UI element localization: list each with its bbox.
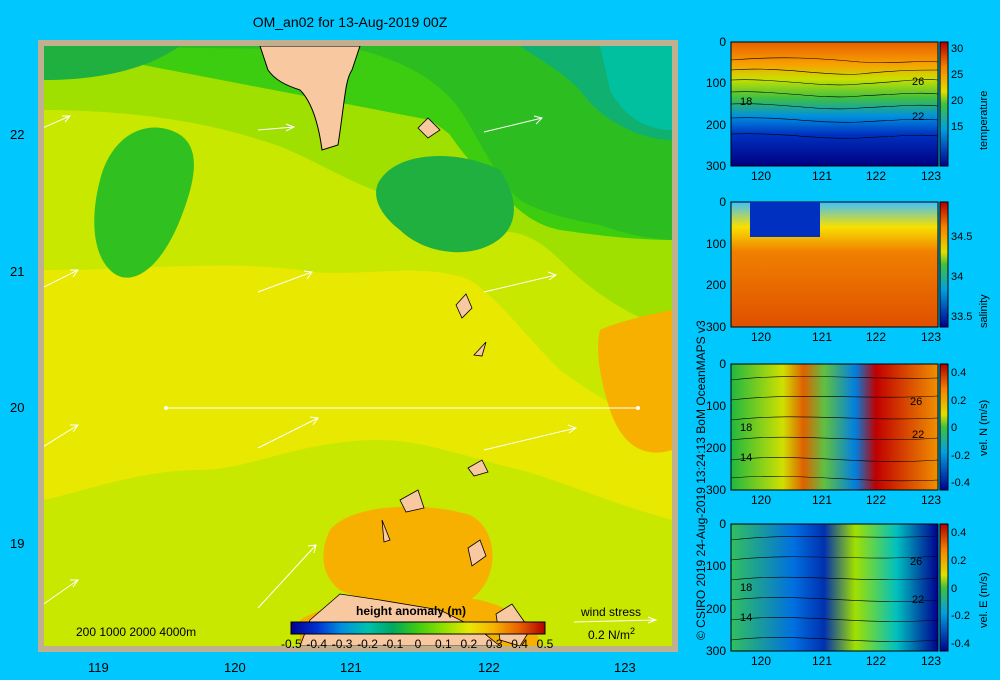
contour-label: 26 [910,396,923,408]
section-cbar-tick: 0 [951,582,958,595]
section-ytick: 200 [705,278,726,293]
section-cbar-tick: -0.4 [951,638,970,650]
contour-label: 14 [740,452,753,464]
section-xtick: 120 [751,654,772,668]
section-cbar-tick: 0.4 [951,527,967,539]
section-ytick: 200 [705,117,726,132]
wind-arrows [44,115,658,624]
section-xtick: 122 [866,169,887,183]
section-ytick: 100 [705,399,726,413]
section-cbar-tick: 15 [951,121,964,133]
section-cbar-tick: 0.2 [951,394,967,407]
colorbar-tick: 0.4 [511,637,528,651]
section-ytick: 0 [719,195,726,209]
section-cbar-tick: 0.2 [951,554,967,567]
map-ytick: 19 [10,536,25,551]
section-ytick: 0 [719,357,726,371]
section-xtick: 120 [751,169,772,183]
section-cbar-tick: 30 [951,43,964,55]
contour-label: 18 [740,582,753,594]
contour-label: 18 [740,96,753,108]
contour-label: 22 [912,594,925,606]
section-ytick: 100 [705,559,726,574]
contour-label: 22 [912,429,925,441]
section-ytick: 0 [719,517,726,531]
section-xtick: 122 [866,493,887,507]
section-cbar-tick: 20 [951,95,964,107]
vel-n-section [730,363,939,491]
section-cbar-tick: -0.2 [951,449,970,462]
colorbar-tick: -0.5 [281,637,302,651]
map-xtick: 119 [88,660,109,675]
colorbar-tick: -0.2 [357,637,378,651]
section-xtick: 123 [921,169,942,183]
section-xtick: 122 [866,330,887,344]
section-ytick: 300 [705,483,726,497]
section-ytick: 200 [705,441,726,455]
section-cbar-tick: 0.4 [951,367,967,379]
section-title: vel. E (m/s) [978,572,990,628]
section-xtick: 123 [921,330,942,344]
map-xtick: 121 [340,660,362,675]
colorbar-tick: -0.1 [382,637,404,651]
section-ytick: 300 [705,644,726,658]
section-cbar-tick: -0.2 [951,610,970,623]
section-title: vel. N (m/s) [978,399,990,456]
height-colorbar [290,621,546,635]
map-ytick: 20 [10,400,25,415]
section-title: salinity [978,294,990,328]
depth-legend: 200 1000 2000 4000m [76,625,197,639]
section-xtick: 120 [751,330,772,344]
colorbar-tick: -0.3 [331,637,353,651]
wind-stress-label: wind stress [581,605,642,619]
contour-label: 26 [912,76,925,88]
colorbar-tick: 0.2 [460,637,478,651]
section-ytick: 100 [705,236,726,251]
section-ytick: 200 [705,601,726,616]
contour-label: 18 [740,422,753,434]
temperature-section [730,41,939,167]
section-cbar-tick: 0 [951,422,958,434]
credit-text: © CSIRO 2019 24-Aug-2019 13:24:13 BoM Oc… [694,320,708,640]
map-xtick: 123 [614,660,636,675]
map-ytick: 22 [10,127,25,142]
colorbar-tick: 0 [414,637,422,651]
colorbar-title: height anomaly (m) [356,604,467,618]
section-cbar-tick: 33.5 [951,311,973,323]
section-cbar-tick: 34.5 [951,231,973,243]
land-taiwan [259,46,361,151]
map-xtick: 120 [224,660,246,675]
section-ytick: 300 [705,320,726,334]
map-xtick: 122 [478,660,500,675]
section-xtick: 120 [751,493,772,507]
section-xtick: 121 [812,330,833,344]
section-xtick: 123 [921,493,942,507]
section-ytick: 300 [705,159,726,173]
colorbar-tick: -0.4 [306,637,328,651]
section-cbar-tick: 34 [951,271,964,283]
section-xtick: 121 [812,654,833,668]
contour-label: 14 [740,612,753,624]
section-cbar-tick: 25 [951,69,964,81]
section-title: temperature [978,90,990,150]
vel-e-section [730,523,939,652]
section-xtick: 121 [812,169,833,183]
section-ytick: 100 [705,76,726,91]
section-cbar-tick: -0.4 [951,477,970,489]
colorbar-tick: 0.3 [485,637,503,651]
wind-scale-label: 0.2 N/m2 [588,626,636,642]
contour-label: 26 [910,556,923,568]
section-xtick: 123 [921,654,942,668]
colorbar-tick: 0.1 [435,637,452,651]
section-xtick: 121 [812,493,833,507]
contour-label: 22 [912,111,925,123]
map-ytick: 21 [10,264,25,279]
colorbar-tick: 0.5 [536,637,554,651]
chart-title: OM_an02 for 13-Aug-2019 00Z [252,14,448,30]
section-xtick: 122 [866,654,887,668]
height-anomaly-field [44,46,672,646]
section-ytick: 0 [719,35,726,49]
